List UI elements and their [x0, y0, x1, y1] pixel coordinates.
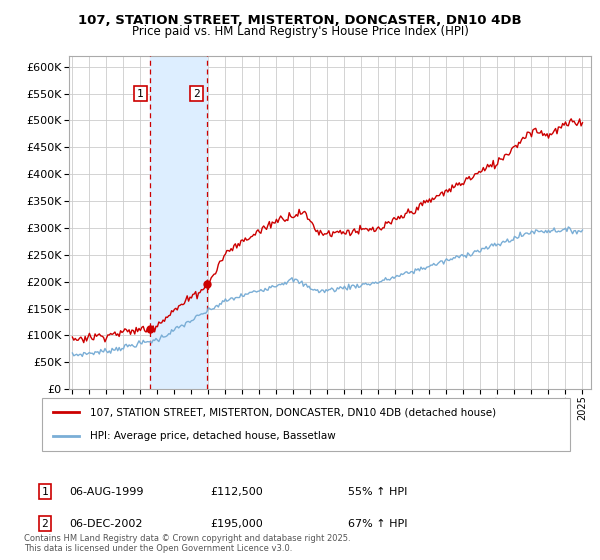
- Text: 2: 2: [41, 519, 49, 529]
- Text: 67% ↑ HPI: 67% ↑ HPI: [348, 519, 407, 529]
- Text: 06-AUG-1999: 06-AUG-1999: [69, 487, 143, 497]
- Text: £112,500: £112,500: [210, 487, 263, 497]
- Text: 107, STATION STREET, MISTERTON, DONCASTER, DN10 4DB (detached house): 107, STATION STREET, MISTERTON, DONCASTE…: [89, 408, 496, 418]
- Text: HPI: Average price, detached house, Bassetlaw: HPI: Average price, detached house, Bass…: [89, 431, 335, 441]
- Text: £195,000: £195,000: [210, 519, 263, 529]
- Text: 1: 1: [137, 88, 144, 99]
- Text: 107, STATION STREET, MISTERTON, DONCASTER, DN10 4DB: 107, STATION STREET, MISTERTON, DONCASTE…: [78, 14, 522, 27]
- Text: 06-DEC-2002: 06-DEC-2002: [69, 519, 143, 529]
- Text: 1: 1: [41, 487, 49, 497]
- Text: 2: 2: [193, 88, 200, 99]
- Text: Contains HM Land Registry data © Crown copyright and database right 2025.
This d: Contains HM Land Registry data © Crown c…: [24, 534, 350, 553]
- Text: Price paid vs. HM Land Registry's House Price Index (HPI): Price paid vs. HM Land Registry's House …: [131, 25, 469, 38]
- Text: 55% ↑ HPI: 55% ↑ HPI: [348, 487, 407, 497]
- Bar: [150, 56, 207, 389]
